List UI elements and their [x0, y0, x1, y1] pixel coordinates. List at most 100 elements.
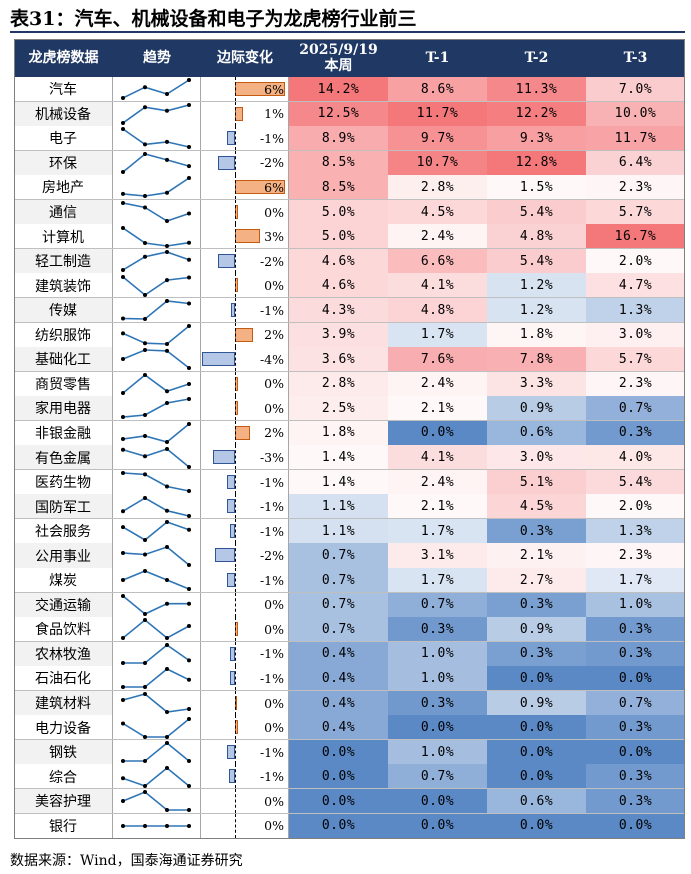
trend-point — [165, 108, 169, 113]
trend-line — [122, 619, 190, 640]
trend-point — [143, 413, 147, 418]
trend-point — [143, 618, 147, 623]
value-t3: 1.3% — [586, 518, 685, 544]
trend-line — [122, 447, 190, 468]
trend-point — [165, 508, 169, 513]
trend-point — [187, 366, 191, 371]
trend-point — [143, 194, 147, 199]
value-cur: 1.1% — [289, 518, 388, 544]
trend-line — [122, 693, 190, 713]
header-t1: T-1 — [388, 39, 487, 77]
source-note: 数据来源：Wind，国泰海通证券研究 — [10, 853, 243, 869]
value-t1: 4.8% — [388, 297, 487, 323]
value-t1: 2.1% — [388, 396, 487, 421]
trend-sparkline — [113, 273, 201, 298]
value-t3: 16.7% — [586, 224, 685, 249]
value-t2: 7.8% — [487, 347, 586, 372]
trend-point — [121, 550, 125, 555]
value-t2: 0.3% — [487, 641, 586, 667]
industry-name: 钢铁 — [14, 739, 113, 765]
trend-point — [143, 734, 147, 739]
value-t1: 7.6% — [388, 347, 487, 372]
delta-cell: 0% — [201, 396, 289, 421]
trend-point — [165, 92, 169, 97]
trend-sparkline — [113, 592, 201, 618]
value-t1: 9.7% — [388, 126, 487, 151]
trend-sparkline — [113, 715, 201, 740]
value-t3: 0.3% — [586, 420, 685, 446]
trend-sparkline — [113, 494, 201, 519]
delta-label: -2% — [259, 253, 284, 269]
trend-point — [187, 562, 191, 567]
value-t1: 2.8% — [388, 175, 487, 200]
delta-label: 0% — [264, 597, 284, 613]
value-t1: 0.0% — [388, 788, 487, 814]
trend-sparkline — [113, 150, 201, 176]
header-t2: T-2 — [487, 39, 586, 77]
trend-point — [187, 808, 191, 813]
trend-point — [165, 277, 169, 282]
delta-zero-line — [235, 764, 236, 789]
value-t1: 4.1% — [388, 273, 487, 298]
industry-name: 计算机 — [14, 224, 113, 249]
delta-label: 0% — [264, 621, 284, 637]
value-t3: 0.0% — [586, 666, 685, 691]
trend-point — [187, 301, 191, 306]
trend-point — [143, 292, 147, 297]
value-t3: 5.7% — [586, 347, 685, 372]
trend-line — [122, 398, 190, 419]
value-cur: 3.9% — [289, 322, 388, 348]
trend-point — [187, 257, 191, 262]
delta-label: 0% — [264, 720, 284, 736]
delta-zero-line — [235, 666, 236, 691]
trend-point — [143, 142, 147, 147]
industry-name: 电子 — [14, 126, 113, 151]
value-t3: 6.4% — [586, 150, 685, 176]
trend-point — [187, 275, 191, 280]
trend-point — [121, 120, 125, 125]
trend-line — [122, 545, 190, 566]
delta-label: -2% — [259, 155, 284, 171]
value-t2: 1.2% — [487, 297, 586, 323]
trend-point — [187, 381, 191, 386]
trend-point — [121, 96, 125, 101]
trend-line — [122, 202, 190, 222]
trend-point — [187, 678, 191, 683]
delta-bar — [230, 646, 235, 661]
trend-point — [187, 707, 191, 712]
delta-label: -1% — [259, 744, 284, 760]
header-t3: T-3 — [586, 39, 685, 77]
trend-point — [187, 489, 191, 494]
trend-point — [121, 593, 125, 598]
value-t3: 1.0% — [586, 592, 685, 618]
trend-point — [143, 790, 147, 795]
trend-point — [121, 660, 125, 665]
industry-name: 商贸零售 — [14, 371, 113, 397]
trend-point — [187, 323, 191, 328]
value-cur: 8.5% — [289, 175, 388, 200]
trend-sparkline — [113, 518, 201, 544]
value-cur: 0.4% — [289, 641, 388, 667]
trend-point — [165, 439, 169, 444]
delta-zero-line — [235, 175, 236, 200]
trend-point — [187, 397, 191, 402]
trend-point — [165, 299, 169, 304]
value-t2: 12.2% — [487, 101, 586, 127]
trend-line — [122, 717, 190, 738]
delta-zero-line — [235, 273, 236, 298]
delta-label: -1% — [259, 769, 284, 785]
value-cur: 5.0% — [289, 199, 388, 225]
trend-point — [165, 341, 169, 346]
delta-label: -3% — [259, 450, 284, 466]
delta-bar — [235, 229, 260, 244]
trend-point — [121, 471, 125, 476]
industry-name: 美容护理 — [14, 788, 113, 814]
trend-line — [123, 742, 190, 762]
industry-name: 农林牧渔 — [14, 641, 113, 667]
trend-point — [165, 140, 169, 145]
industry-name: 轻工制造 — [14, 248, 113, 274]
value-t2: 5.4% — [487, 248, 586, 274]
trend-point — [165, 808, 169, 813]
value-t3: 3.0% — [586, 322, 685, 348]
value-t1: 10.7% — [388, 150, 487, 176]
